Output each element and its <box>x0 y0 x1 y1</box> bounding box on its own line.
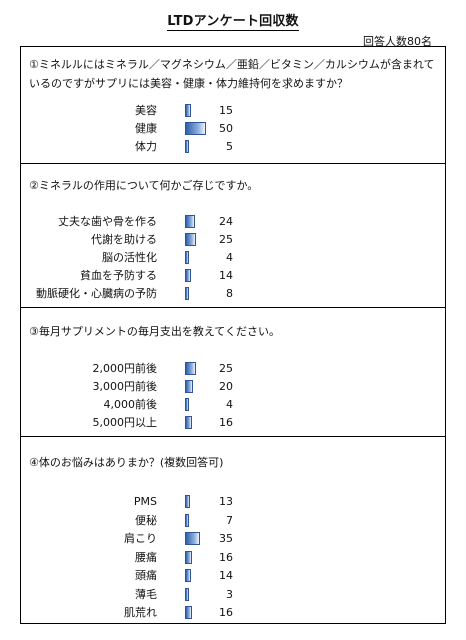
survey-section-3: ③毎月サプリメントの毎月支出を教えてください。 2,000円前後 25 3,000円… <box>20 307 446 437</box>
answer-row: 薄毛 3 <box>21 586 445 603</box>
answer-row: 腰痛 16 <box>21 549 445 566</box>
answer-count: 13 <box>219 495 233 508</box>
answer-count: 50 <box>219 122 233 135</box>
answer-label: 動脈硬化・心臓病の予防 <box>36 287 157 300</box>
answer-bar <box>185 287 189 300</box>
answer-label: 頭痛 <box>135 569 157 582</box>
survey-section-1: ①ミネルルにはミネラル／マグネシウム／亜鉛／ビタミン／カルシウムが含まれているの… <box>20 46 446 164</box>
answer-bar <box>185 398 189 411</box>
answer-row: 肩こり 35 <box>21 530 445 547</box>
answer-bar <box>185 380 194 393</box>
answer-label: 5,000円以上 <box>92 416 158 429</box>
answer-bar <box>185 532 200 545</box>
answer-label: 体力 <box>135 140 157 153</box>
survey-section-2: ②ミネラルの作用について何かご存じですか。 丈夫な歯や骨を作る 24 代謝を助ける 2… <box>20 163 446 308</box>
answer-count: 14 <box>219 269 233 282</box>
question-1: ①ミネルルにはミネラル／マグネシウム／亜鉛／ビタミン／カルシウムが含まれているの… <box>29 58 435 90</box>
answer-label: PMS <box>133 495 157 508</box>
answer-count: 3 <box>226 587 233 601</box>
answer-row: 頭痛 14 <box>21 567 445 584</box>
answer-label: 2,000円前後 <box>92 362 158 375</box>
answer-label: 3,000円前後 <box>92 380 158 393</box>
answer-row: 2,000円前後 25 <box>21 360 445 377</box>
answer-count: 8 <box>226 287 233 300</box>
answer-row: 3,000円前後 20 <box>21 378 445 395</box>
answer-label: 便秘 <box>135 513 157 527</box>
page-title: LTDアンケート回収数 <box>0 10 466 31</box>
question-3: ③毎月サプリメントの毎月支出を教えてください。 <box>29 325 280 338</box>
answer-label: 丈夫な歯や骨を作る <box>58 215 157 228</box>
answer-label: 4,000前後 <box>103 398 158 411</box>
answer-bar <box>185 362 196 375</box>
answer-bar <box>185 251 189 264</box>
answer-count: 25 <box>219 362 233 375</box>
answer-row: 健康 50 <box>21 120 445 137</box>
answer-label: 脳の活性化 <box>102 251 157 264</box>
answer-bar <box>185 606 192 619</box>
question-2: ②ミネラルの作用について何かご存じですか。 <box>29 179 259 192</box>
answer-row: 便秘 7 <box>21 512 445 529</box>
answer-count: 25 <box>219 233 233 246</box>
answer-row: 丈夫な歯や骨を作る 24 <box>21 213 445 230</box>
answer-label: 美容 <box>135 104 157 117</box>
answer-label: 貧血を予防する <box>80 269 157 282</box>
answer-count: 4 <box>226 251 233 264</box>
respondent-count: 回答人数80名 <box>363 35 432 48</box>
answer-row: 5,000円以上 16 <box>21 414 445 431</box>
answer-bar <box>185 513 189 527</box>
answer-label: 腰痛 <box>135 550 157 564</box>
answer-bar <box>185 495 191 508</box>
answer-bar <box>185 104 192 117</box>
answer-row: 代謝を助ける 25 <box>21 231 445 248</box>
answer-bar <box>185 215 196 228</box>
answer-bar <box>185 569 191 582</box>
answer-count: 4 <box>226 398 233 411</box>
answer-count: 20 <box>219 380 233 393</box>
answer-count: 15 <box>219 104 233 117</box>
answer-count: 16 <box>219 550 233 564</box>
answer-row: 体力 5 <box>21 138 445 155</box>
answer-count: 7 <box>226 513 233 527</box>
answer-row: 4,000前後 4 <box>21 396 445 413</box>
answer-count: 14 <box>219 569 233 582</box>
answer-count: 35 <box>219 532 233 545</box>
answer-row: 美容 15 <box>21 102 445 119</box>
answer-label: 肌荒れ <box>124 606 157 619</box>
question-4: ④体のお悩みはありまか？(複数回答可) <box>29 456 224 469</box>
answer-label: 健康 <box>135 122 157 135</box>
answer-bar <box>185 587 189 601</box>
answer-bar <box>185 269 191 282</box>
survey-section-4: ④体のお悩みはありまか？(複数回答可) PMS 13 便秘 7 肩こり 35 腰痛 16 頭痛 1… <box>20 436 446 624</box>
answer-row: PMS 13 <box>21 493 445 510</box>
title-text: LTDアンケート回収数 <box>167 14 299 31</box>
answer-bar <box>185 233 196 246</box>
answer-row: 貧血を予防する 14 <box>21 267 445 284</box>
answer-row: 脳の活性化 4 <box>21 249 445 266</box>
answer-bar <box>185 140 189 153</box>
answer-count: 16 <box>219 606 233 619</box>
answer-count: 5 <box>226 140 233 153</box>
answer-count: 24 <box>219 215 233 228</box>
answer-label: 代謝を助ける <box>91 233 157 246</box>
answer-label: 肩こり <box>124 532 157 545</box>
answer-count: 16 <box>219 416 233 429</box>
answer-bar <box>185 550 192 564</box>
answer-bar <box>185 122 206 135</box>
answer-row: 肌荒れ 16 <box>21 604 445 621</box>
answer-label: 薄毛 <box>135 587 157 601</box>
answer-bar <box>185 416 192 429</box>
answer-row: 動脈硬化・心臓病の予防 8 <box>21 285 445 302</box>
